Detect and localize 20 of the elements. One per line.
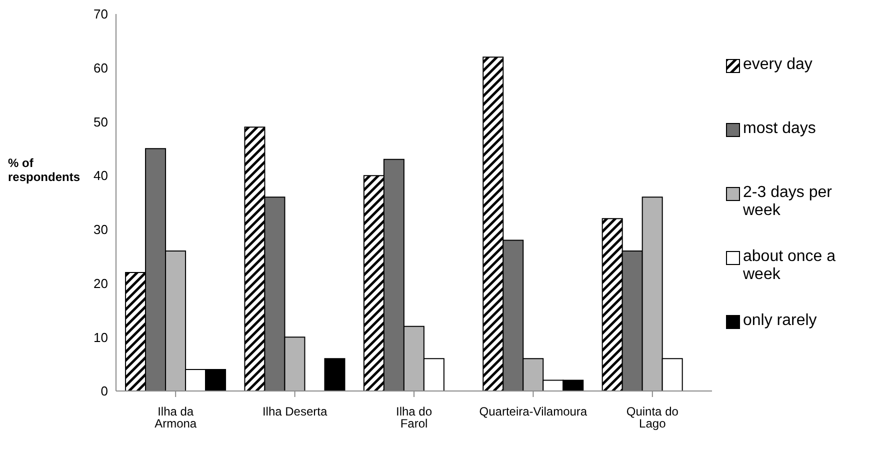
y-tick-label: 10 <box>94 330 108 345</box>
y-tick-label: 60 <box>94 60 108 76</box>
y-axis-title: % of respondents <box>8 156 80 184</box>
y-tick-label: 30 <box>94 222 108 238</box>
x-tick-label: Quinta do Lago <box>626 404 679 431</box>
y-tick-label: 20 <box>94 276 108 291</box>
legend-label: only rarely <box>743 312 817 330</box>
x-tick-label: Ilha do Farol <box>396 404 432 431</box>
y-tick-label: 50 <box>94 114 108 130</box>
y-tick-label: 70 <box>94 6 108 22</box>
legend-label: most days <box>743 120 816 138</box>
bar <box>324 358 346 391</box>
y-tick-label: 40 <box>94 168 108 184</box>
legend-label: every day <box>743 56 812 74</box>
x-tick-label: Ilha Deserta <box>262 404 328 419</box>
x-tick-label: Quarteira-Vilamoura <box>479 404 588 419</box>
legend-label: about once a week <box>743 248 837 284</box>
legend-label: 2-3 days per week <box>743 184 833 220</box>
y-tick-label: 0 <box>100 384 108 399</box>
x-tick-label: Ilha da Armona <box>154 404 197 431</box>
